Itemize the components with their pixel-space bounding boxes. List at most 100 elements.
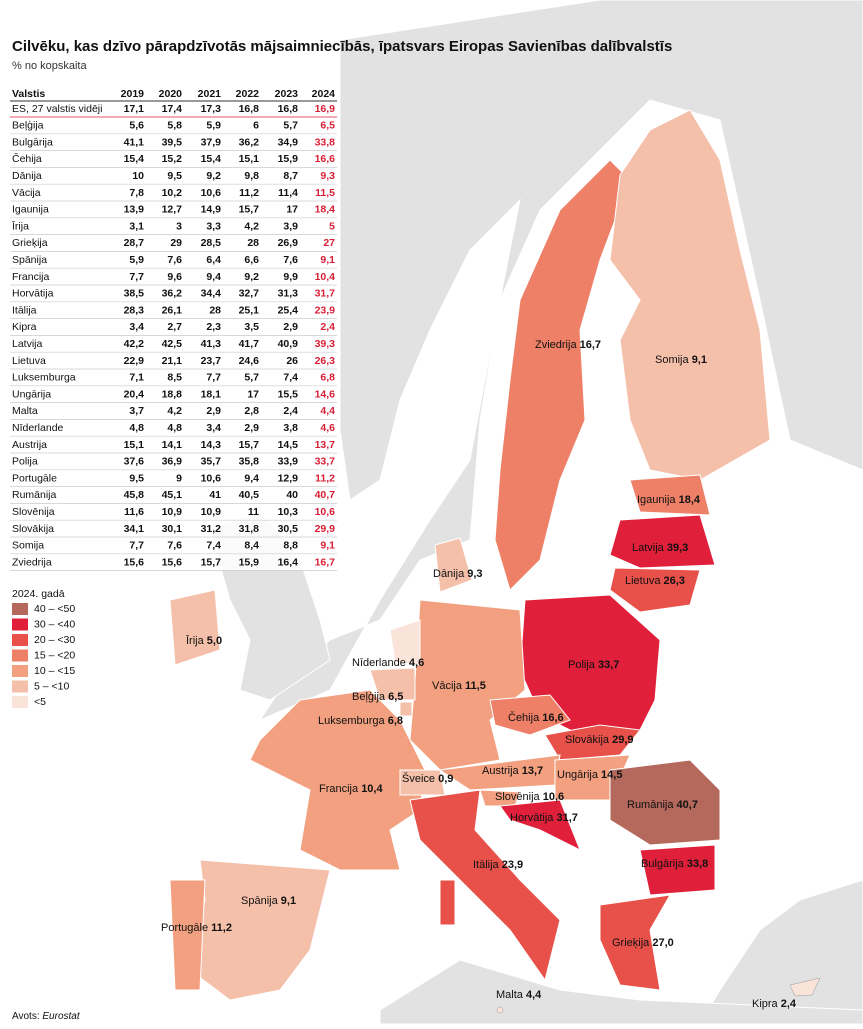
table-cell: 6,5: [320, 120, 335, 132]
row-label: Austrija: [12, 439, 47, 451]
table-cell: 10,9: [162, 506, 183, 518]
table-cell: 16,8: [278, 103, 299, 115]
table-cell: 11,5: [315, 187, 335, 199]
table-cell: 2,7: [167, 321, 182, 333]
table-cell: 3,7: [129, 405, 144, 417]
map-label: Ungārija 14,5: [557, 769, 622, 781]
table-cell: 14,5: [278, 439, 299, 451]
map-label: Itālija 23,9: [473, 859, 523, 871]
map-label: Lietuva 26,3: [625, 575, 685, 587]
table-cell: 10,9: [201, 506, 222, 518]
table-cell: 16,7: [315, 556, 336, 568]
table-cell: 18,4: [315, 204, 336, 216]
legend-label: 40 – <50: [34, 603, 75, 615]
table-cell: 5,7: [283, 120, 298, 132]
row-label: Somija: [12, 540, 44, 552]
table-cell: 37,9: [201, 136, 222, 148]
country-value: 6,5: [388, 691, 403, 703]
table-cell: 37,6: [124, 456, 145, 468]
table-cell: 33,7: [315, 456, 336, 468]
table-cell: 16,6: [315, 153, 336, 165]
row-label: Beļģija: [12, 119, 44, 132]
table-cell: 7,6: [283, 254, 298, 266]
row-label: Lietuva: [12, 355, 46, 367]
row-label: Latvija: [12, 338, 43, 350]
row-label: Īrija: [12, 220, 29, 232]
legend-swatch: [12, 696, 28, 708]
table-cell: 15,7: [201, 556, 222, 568]
table-cell: 15,4: [201, 153, 222, 165]
country-name: Vācija: [432, 680, 463, 692]
row-label: ES, 27 valstis vidēji: [12, 103, 102, 115]
country-value: 23,9: [502, 859, 523, 871]
table-cell: 21,1: [162, 355, 183, 367]
table-cell: 41,7: [239, 338, 260, 350]
table-cell: 11: [248, 506, 259, 518]
table-cell: 30,5: [278, 523, 299, 535]
table-cell: 12,9: [278, 472, 299, 484]
table-cell: 31,2: [201, 523, 222, 535]
table-cell: 40,9: [278, 338, 299, 350]
country-name: Latvija: [632, 542, 665, 554]
map-label: Portugāle 11,2: [161, 922, 232, 934]
row-label: Dānija: [12, 170, 42, 182]
table-cell: 9,4: [244, 472, 259, 484]
legend: 2024. gadā 40 – <50 30 – <40 20 – <30 15 – <…: [12, 588, 75, 708]
country-value: 40,7: [677, 799, 698, 811]
country-name: Austrija: [482, 765, 520, 777]
table-cell: 4,8: [167, 422, 182, 434]
table-cell: 15,7: [239, 439, 260, 451]
table-cell: 13,9: [124, 204, 145, 216]
map-label: Luksemburga 6,8: [318, 715, 403, 727]
table-cell: 14,9: [201, 204, 222, 216]
table-cell: 34,9: [278, 136, 299, 148]
country-name: Lietuva: [625, 575, 661, 587]
table-cell: 40: [286, 489, 298, 501]
country-name: Grieķija: [612, 937, 650, 949]
table-cell: 15,4: [124, 153, 145, 165]
map-label: Slovēnija 10,6: [495, 791, 564, 803]
legend-swatch: [12, 603, 28, 615]
row-label: Horvātija: [12, 288, 54, 300]
table-cell: 3,4: [206, 422, 221, 434]
row-label: Kipra: [12, 321, 37, 333]
table-cell: 18,1: [201, 388, 222, 400]
table-cell: 7,7: [129, 271, 144, 283]
map-label: Spānija 9,1: [241, 895, 296, 907]
country-name: Ungārija: [557, 769, 599, 781]
map-label: Francija 10,4: [319, 783, 383, 795]
country-name: Slovēnija: [495, 791, 541, 803]
table-cell: 45,1: [162, 489, 183, 501]
table-cell: 41,3: [201, 338, 222, 350]
table-cell: 8,4: [244, 540, 259, 552]
table-cell: 15,9: [278, 153, 299, 165]
table-cell: 15,6: [162, 556, 183, 568]
row-label: Polija: [12, 456, 38, 468]
country-name: Igaunija: [637, 494, 676, 506]
country-value: 9,1: [281, 895, 296, 907]
table-cell: 5,9: [129, 254, 144, 266]
table-cell: 3,3: [206, 220, 221, 232]
country-value: 6,8: [388, 715, 403, 727]
table-cell: 36,2: [162, 288, 183, 300]
legend-label: 15 – <20: [34, 649, 75, 661]
table-cell: 30,1: [162, 523, 183, 535]
table-cell: 3,8: [283, 422, 298, 434]
table-cell: 6,8: [320, 372, 335, 384]
map-label: Beļģija 6,5: [352, 690, 403, 703]
country-name: Kipra: [752, 998, 779, 1010]
table-cell: 10,6: [201, 187, 222, 199]
map-label: Polija 33,7: [568, 659, 619, 671]
country-name: Beļģija: [352, 690, 386, 703]
table-cell: 4,2: [167, 405, 182, 417]
country-name: Zviedrija: [535, 339, 577, 351]
table-cell: 4,4: [320, 405, 335, 417]
table-cell: 10,6: [201, 472, 222, 484]
table-cell: 39,5: [162, 136, 183, 148]
map-label: Vācija 11,5: [432, 680, 486, 692]
legend-label: 30 – <40: [34, 618, 75, 630]
table-cell: 7,1: [129, 372, 144, 384]
row-label: Portugāle: [12, 472, 57, 484]
